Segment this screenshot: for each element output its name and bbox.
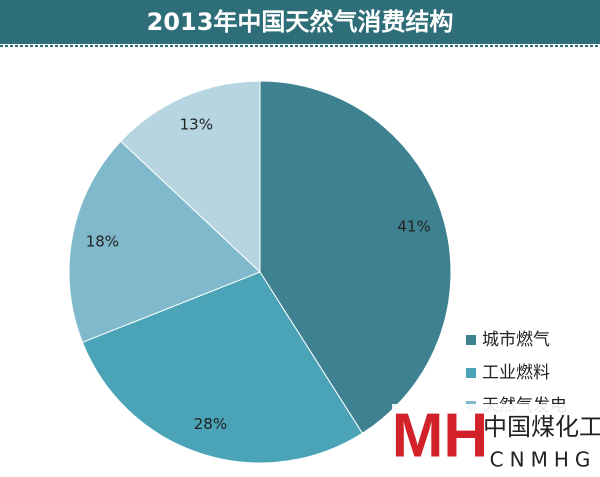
watermark-code: CNMHG — [490, 448, 597, 472]
data-label: 18% — [86, 232, 119, 250]
chart-title: 2013年中国天然气消费结构 — [147, 8, 454, 36]
data-label: 41% — [397, 218, 430, 236]
legend-swatch — [466, 368, 476, 378]
legend-label: 城市燃气 — [482, 330, 550, 350]
legend-swatch — [466, 335, 476, 345]
watermark-name: 中国煤化工 — [483, 413, 600, 441]
pie-slice — [81, 271, 364, 464]
watermark-logo: MH — [392, 401, 488, 470]
data-label: 28% — [194, 415, 227, 433]
pie-slice — [259, 80, 452, 434]
pie-slice — [120, 80, 261, 274]
title-bar — [0, 0, 600, 44]
legend-label: 工业燃料 — [482, 363, 550, 383]
pie-slice — [68, 140, 261, 343]
watermark: MH 中国煤化工 CNMHG — [392, 401, 600, 477]
watermark-backdrop — [392, 404, 600, 477]
pie: 41% 28% 18% 13% — [68, 80, 452, 464]
data-label: 13% — [180, 115, 213, 133]
